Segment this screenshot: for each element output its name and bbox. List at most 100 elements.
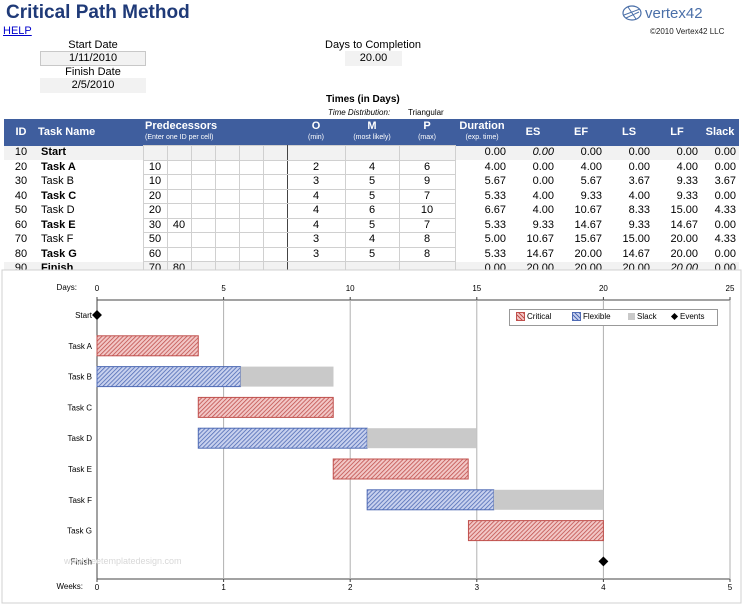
duration-cell: 0.00	[455, 145, 510, 160]
predecessor-cell[interactable]	[238, 188, 264, 204]
slack-bar	[493, 489, 604, 510]
p-time-cell[interactable]: 9	[398, 174, 456, 190]
predecessor-cell[interactable]: 30	[142, 217, 168, 233]
predecessor-cell[interactable]: 40	[166, 217, 192, 233]
predecessor-cell[interactable]	[190, 203, 216, 219]
m-time-cell[interactable]: 5	[344, 246, 400, 262]
predecessor-cell[interactable]: 10	[142, 174, 168, 190]
predecessor-cell[interactable]	[214, 203, 240, 219]
p-time-cell[interactable]: 8	[398, 246, 456, 262]
m-time-cell[interactable]	[344, 145, 400, 161]
predecessor-cell[interactable]	[166, 203, 192, 219]
predecessor-cell[interactable]	[238, 217, 264, 233]
p-time-cell[interactable]: 8	[398, 232, 456, 248]
predecessor-cell[interactable]: 20	[142, 203, 168, 219]
predecessor-cell[interactable]	[166, 232, 192, 248]
predecessor-cell[interactable]	[166, 159, 192, 175]
predecessor-cell[interactable]	[214, 232, 240, 248]
slack-cell: 0.00	[714, 189, 737, 202]
predecessor-cell[interactable]	[262, 188, 288, 204]
critical-bar	[467, 520, 604, 542]
task-id: 80	[14, 247, 28, 260]
predecessor-cell[interactable]	[190, 188, 216, 204]
col-ls: LS	[605, 119, 654, 146]
flexible-bar	[96, 366, 242, 388]
predecessor-cell[interactable]	[214, 174, 240, 190]
predecessor-cell[interactable]	[262, 232, 288, 248]
predecessor-cell[interactable]	[238, 246, 264, 262]
task-name[interactable]: Task E	[41, 218, 76, 231]
m-time-cell[interactable]: 5	[344, 188, 400, 204]
predecessor-cell[interactable]	[166, 188, 192, 204]
m-time-cell[interactable]: 5	[344, 174, 400, 190]
predecessor-cell[interactable]	[190, 232, 216, 248]
p-time-cell[interactable]: 7	[398, 188, 456, 204]
predecessor-cell[interactable]	[190, 174, 216, 190]
p-time-cell[interactable]: 10	[398, 203, 456, 219]
predecessor-cell[interactable]	[262, 174, 288, 190]
task-name[interactable]: Start	[38, 145, 143, 160]
predecessor-cell[interactable]	[166, 145, 192, 161]
predecessor-cell[interactable]	[262, 203, 288, 219]
m-time-cell[interactable]: 6	[344, 203, 400, 219]
table-row: 20 Task A 10 2 4 6 4.00 0.00 4.00 0.00 4.00 0.00	[4, 159, 739, 175]
task-id: 40	[14, 189, 28, 202]
predecessor-cell[interactable]	[238, 159, 264, 175]
predecessor-cell[interactable]	[166, 246, 192, 262]
task-name[interactable]: Task C	[41, 189, 77, 202]
m-time-cell[interactable]: 5	[344, 217, 400, 233]
p-time-cell[interactable]: 6	[398, 159, 456, 175]
predecessor-cell[interactable]: 10	[142, 159, 168, 175]
o-time-cell[interactable]: 4	[286, 217, 346, 233]
predecessor-cell[interactable]	[214, 159, 240, 175]
predecessor-cell[interactable]	[142, 145, 168, 161]
predecessor-cell[interactable]	[262, 145, 288, 161]
help-link[interactable]: HELP	[3, 25, 32, 37]
predecessor-cell[interactable]	[238, 232, 264, 248]
predecessor-cell[interactable]	[214, 246, 240, 262]
predecessor-cell[interactable]	[214, 188, 240, 204]
p-time-cell[interactable]	[398, 145, 456, 161]
predecessor-cell[interactable]	[190, 246, 216, 262]
predecessor-cell[interactable]	[190, 145, 216, 161]
predecessor-cell[interactable]: 50	[142, 232, 168, 248]
category-label: Task G	[67, 527, 92, 536]
critical-bar	[197, 396, 334, 418]
o-time-cell[interactable]: 4	[286, 188, 346, 204]
category-label: Task F	[68, 496, 92, 505]
o-time-cell[interactable]: 3	[286, 246, 346, 262]
m-time-cell[interactable]: 4	[344, 232, 400, 248]
task-name[interactable]: Task B	[41, 175, 75, 188]
o-time-cell[interactable]	[286, 145, 346, 161]
watermark: www.freetemplatedesign.com	[64, 556, 182, 566]
predecessor-cell[interactable]	[190, 217, 216, 233]
col-predecessors-label: Predecessors	[145, 120, 218, 132]
predecessor-cell[interactable]	[166, 174, 192, 190]
predecessor-cell[interactable]	[238, 203, 264, 219]
predecessor-cell[interactable]: 20	[142, 188, 168, 204]
p-time-cell[interactable]: 7	[398, 217, 456, 233]
predecessor-cell[interactable]	[262, 159, 288, 175]
predecessor-cell[interactable]	[238, 145, 264, 161]
o-time-cell[interactable]: 3	[286, 232, 346, 248]
predecessor-cell[interactable]	[262, 217, 288, 233]
col-predecessors-sub: (Enter one ID per cell)	[145, 134, 214, 141]
col-o: O (min)	[287, 119, 346, 146]
task-name[interactable]: Task D	[41, 204, 75, 217]
task-name[interactable]: Task A	[41, 160, 76, 173]
o-time-cell[interactable]: 3	[286, 174, 346, 190]
o-time-cell[interactable]: 4	[286, 203, 346, 219]
task-name[interactable]: Task G	[41, 247, 77, 260]
predecessor-cell[interactable]: 60	[142, 246, 168, 262]
time-distribution-select[interactable]: Triangular	[408, 108, 444, 117]
es-cell: 0.00	[532, 175, 555, 188]
m-time-cell[interactable]: 4	[344, 159, 400, 175]
predecessor-cell[interactable]	[214, 217, 240, 233]
predecessor-cell[interactable]	[238, 174, 264, 190]
start-date-input[interactable]: 1/11/2010	[40, 51, 146, 66]
predecessor-cell[interactable]	[214, 145, 240, 161]
o-time-cell[interactable]: 2	[286, 159, 346, 175]
predecessor-cell[interactable]	[190, 159, 216, 175]
predecessor-cell[interactable]	[262, 246, 288, 262]
task-name[interactable]: Task F	[41, 233, 74, 246]
